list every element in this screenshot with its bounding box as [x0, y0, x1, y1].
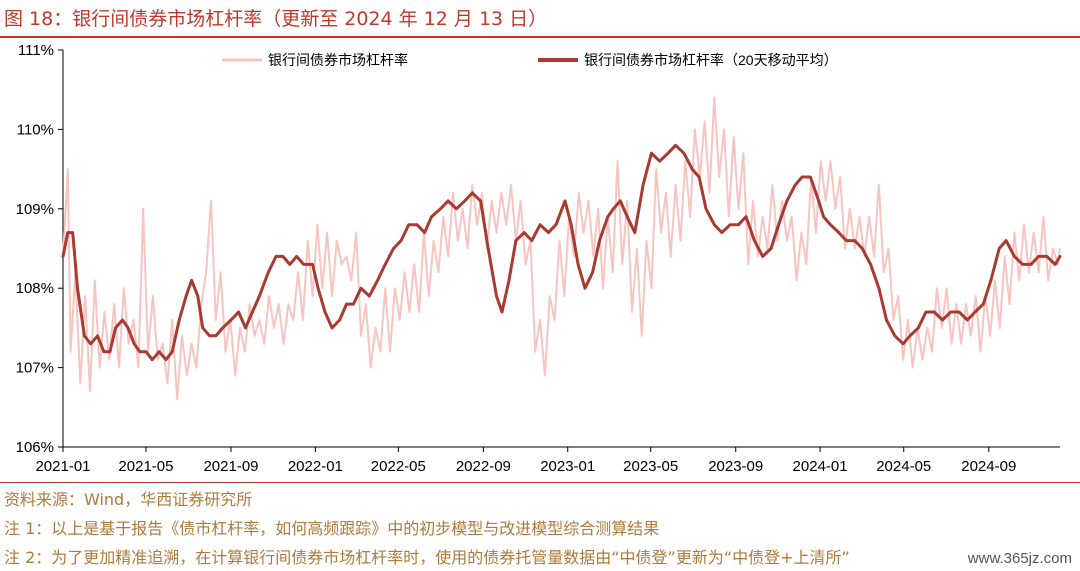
legend: 银行间债券市场杠杆率 银行间债券市场杠杆率（20天移动平均）	[222, 52, 838, 68]
series-layer	[61, 96, 1062, 401]
y-tick-label: 106%	[16, 439, 54, 456]
figure-title: 图 18：银行间债券市场杠杆率（更新至 2024 年 12 月 13 日）	[4, 8, 548, 30]
y-tick-label: 111%	[18, 42, 54, 59]
x-tick-label: 2022-09	[456, 458, 511, 475]
y-tick-label: 108%	[16, 280, 54, 297]
x-tick-label: 2024-01	[793, 458, 848, 475]
leverage-line-chart: 106%107%108%109%110%111% 2021-01 2021-05 2…	[16, 42, 1062, 475]
y-tick-label: 107%	[16, 360, 54, 377]
footer-divider	[0, 482, 1080, 483]
x-axis: 2021-01 2021-05 2021-09 2022-01 2022-05 2022-…	[35, 446, 1060, 475]
x-tick-label: 2024-05	[876, 458, 931, 475]
footnote-1: 注 1：以上是基于报告《债市杠杆率，如何高频跟踪》中的初步模型与改进模型综合测算…	[4, 519, 660, 538]
y-tick-label: 109%	[16, 201, 54, 218]
title-divider	[0, 36, 1080, 38]
legend-item-leverage-label: 银行间债券市场杠杆率	[268, 52, 408, 68]
x-tick-label: 2021-05	[118, 458, 173, 475]
series-line-moving-average	[61, 143, 1062, 362]
x-tick-label: 2021-01	[35, 458, 90, 475]
chart-area: 106% 107% 108% 109% 110% 111% 2021-01 2021-05 2…	[0, 38, 1080, 482]
x-tick-label: 2022-01	[288, 458, 343, 475]
watermark-text: www.365jz.com	[965, 550, 1074, 567]
legend-item-moving-average-label: 银行间债券市场杠杆率（20天移动平均）	[584, 52, 838, 68]
x-tick-label: 2024-09	[961, 458, 1016, 475]
x-tick-label: 2023-09	[708, 458, 763, 475]
source-note: 资料来源：Wind，华西证券研究所	[4, 490, 253, 509]
x-tick-label: 2023-05	[623, 458, 678, 475]
footnote-2: 注 2：为了更加精准追溯，在计算银行间债券市场杠杆率时，使用的债券托管量数据由“…	[4, 548, 850, 567]
y-tick-label: 110%	[17, 121, 54, 138]
x-tick-label: 2021-09	[203, 458, 258, 475]
x-tick-label: 2022-05	[371, 458, 426, 475]
x-tick-label: 2023-01	[540, 458, 595, 475]
series-line-leverage	[62, 96, 1061, 401]
figure-header: 图 18：银行间债券市场杠杆率（更新至 2024 年 12 月 13 日）	[0, 0, 1080, 36]
y-axis: 106% 107% 108% 109% 110% 111%	[16, 42, 64, 456]
